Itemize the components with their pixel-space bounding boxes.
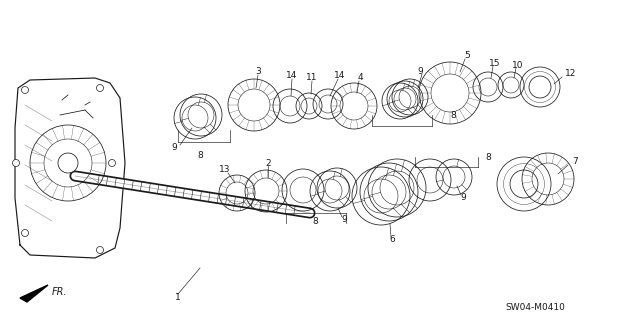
Text: 8: 8 xyxy=(197,150,203,159)
Text: 14: 14 xyxy=(334,71,346,81)
Text: FR.: FR. xyxy=(52,287,68,297)
Text: 8: 8 xyxy=(312,218,318,227)
Text: 9: 9 xyxy=(460,194,466,203)
Text: 14: 14 xyxy=(286,71,297,81)
Text: 15: 15 xyxy=(489,59,501,68)
Polygon shape xyxy=(20,285,48,302)
Text: 2: 2 xyxy=(265,158,271,167)
Text: 8: 8 xyxy=(450,111,456,121)
Text: 7: 7 xyxy=(572,157,578,166)
Circle shape xyxy=(109,159,116,166)
Text: 9: 9 xyxy=(417,67,423,76)
Text: 6: 6 xyxy=(389,236,395,244)
Text: 5: 5 xyxy=(464,52,470,60)
Text: 1: 1 xyxy=(175,292,181,301)
Text: 4: 4 xyxy=(357,74,363,83)
Text: 13: 13 xyxy=(219,165,231,174)
Text: SW04-M0410: SW04-M0410 xyxy=(505,303,565,313)
Circle shape xyxy=(22,229,29,236)
Text: 12: 12 xyxy=(565,69,576,78)
Text: 10: 10 xyxy=(512,60,524,69)
Circle shape xyxy=(96,246,104,253)
Text: 9: 9 xyxy=(171,143,177,153)
Text: 8: 8 xyxy=(485,154,491,163)
Text: 3: 3 xyxy=(255,68,261,76)
Text: 11: 11 xyxy=(306,74,318,83)
Circle shape xyxy=(12,159,19,166)
Polygon shape xyxy=(15,78,125,258)
Text: 9: 9 xyxy=(341,215,347,225)
Circle shape xyxy=(58,153,78,173)
Circle shape xyxy=(22,86,29,93)
Circle shape xyxy=(96,84,104,92)
